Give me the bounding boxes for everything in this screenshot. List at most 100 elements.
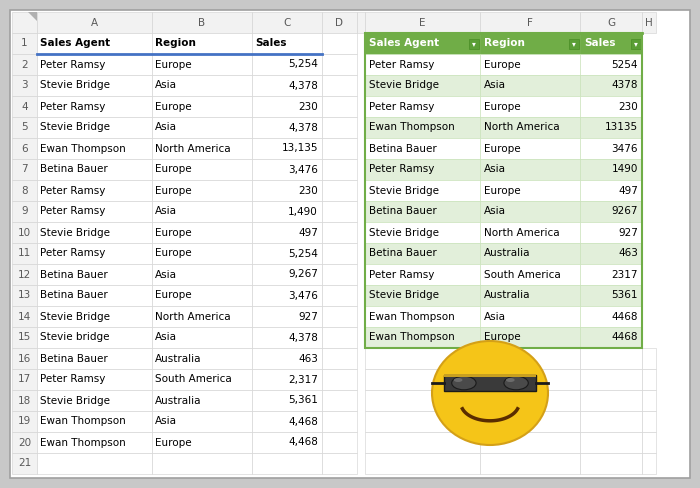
Text: 2317: 2317 xyxy=(612,269,638,280)
Bar xyxy=(37,390,152,411)
Bar xyxy=(444,374,536,377)
Bar xyxy=(322,369,357,390)
Bar xyxy=(580,411,642,432)
Text: Peter Ramsy: Peter Ramsy xyxy=(369,102,435,111)
Bar xyxy=(580,117,642,138)
Bar xyxy=(12,264,37,285)
Bar xyxy=(322,180,357,201)
Bar xyxy=(580,453,642,474)
Bar xyxy=(12,411,37,432)
Text: Europe: Europe xyxy=(484,185,521,196)
Bar xyxy=(480,222,580,243)
Bar xyxy=(152,432,252,453)
Text: 11: 11 xyxy=(18,248,31,259)
Bar xyxy=(580,33,642,54)
Text: 3476: 3476 xyxy=(612,143,638,154)
Text: Peter Ramsy: Peter Ramsy xyxy=(369,164,435,175)
Text: 5361: 5361 xyxy=(612,290,638,301)
Text: 9267: 9267 xyxy=(612,206,638,217)
Text: 4468: 4468 xyxy=(612,311,638,322)
Text: 21: 21 xyxy=(18,459,31,468)
Bar xyxy=(580,222,642,243)
Bar xyxy=(12,159,37,180)
Bar xyxy=(444,375,536,391)
Text: D: D xyxy=(335,18,344,27)
Bar xyxy=(642,453,656,474)
Bar xyxy=(252,327,322,348)
Bar xyxy=(365,117,480,138)
Bar xyxy=(322,411,357,432)
Text: 5254: 5254 xyxy=(612,60,638,69)
Text: ▾: ▾ xyxy=(472,39,476,48)
Bar xyxy=(152,201,252,222)
Bar xyxy=(480,306,580,327)
Bar xyxy=(37,243,152,264)
Bar xyxy=(37,201,152,222)
Bar xyxy=(152,117,252,138)
Bar xyxy=(580,54,642,75)
Text: North America: North America xyxy=(484,122,559,133)
Text: Europe: Europe xyxy=(484,102,521,111)
Bar xyxy=(12,96,37,117)
Bar xyxy=(365,306,480,327)
Text: Australia: Australia xyxy=(484,248,531,259)
Bar xyxy=(252,117,322,138)
Bar xyxy=(12,222,37,243)
Text: 8: 8 xyxy=(21,185,28,196)
Bar xyxy=(365,432,480,453)
Text: Sales: Sales xyxy=(255,39,286,48)
Bar xyxy=(12,33,37,54)
Text: 1490: 1490 xyxy=(612,164,638,175)
Bar xyxy=(642,390,656,411)
Bar xyxy=(480,180,580,201)
Text: Asia: Asia xyxy=(155,122,177,133)
Text: G: G xyxy=(607,18,615,27)
Bar xyxy=(480,12,580,33)
Bar xyxy=(365,54,480,75)
Text: Peter Ramsy: Peter Ramsy xyxy=(40,206,106,217)
Bar xyxy=(480,327,580,348)
Text: 6: 6 xyxy=(21,143,28,154)
Bar xyxy=(252,390,322,411)
Text: Europe: Europe xyxy=(484,60,521,69)
Bar xyxy=(152,96,252,117)
Text: 1,490: 1,490 xyxy=(288,206,318,217)
Bar xyxy=(37,12,152,33)
Bar xyxy=(322,243,357,264)
Text: 17: 17 xyxy=(18,374,31,385)
Text: Asia: Asia xyxy=(484,311,506,322)
Text: Ewan Thompson: Ewan Thompson xyxy=(40,438,126,447)
Text: Region: Region xyxy=(155,39,196,48)
Bar xyxy=(322,96,357,117)
Bar xyxy=(322,159,357,180)
Polygon shape xyxy=(28,12,37,21)
Text: Peter Ramsy: Peter Ramsy xyxy=(40,374,106,385)
Text: Betina Bauer: Betina Bauer xyxy=(40,290,108,301)
Bar xyxy=(252,96,322,117)
Bar xyxy=(642,369,656,390)
Text: South America: South America xyxy=(155,374,232,385)
Text: 2: 2 xyxy=(21,60,28,69)
Bar xyxy=(580,327,642,348)
Text: Betina Bauer: Betina Bauer xyxy=(369,248,437,259)
Bar xyxy=(252,348,322,369)
Text: 16: 16 xyxy=(18,353,31,364)
Bar xyxy=(37,432,152,453)
Bar xyxy=(569,39,579,48)
Text: 9: 9 xyxy=(21,206,28,217)
Bar xyxy=(322,75,357,96)
Text: Europe: Europe xyxy=(155,164,192,175)
Bar xyxy=(480,285,580,306)
Bar xyxy=(152,75,252,96)
Bar xyxy=(322,117,357,138)
Ellipse shape xyxy=(506,378,514,382)
Text: 3,476: 3,476 xyxy=(288,290,318,301)
Bar xyxy=(37,54,152,75)
Text: 19: 19 xyxy=(18,416,31,427)
Text: Stevie Bridge: Stevie Bridge xyxy=(369,290,439,301)
Bar xyxy=(37,138,152,159)
Bar xyxy=(37,369,152,390)
Bar xyxy=(365,180,480,201)
Text: 4,378: 4,378 xyxy=(288,81,318,90)
Bar xyxy=(365,390,480,411)
